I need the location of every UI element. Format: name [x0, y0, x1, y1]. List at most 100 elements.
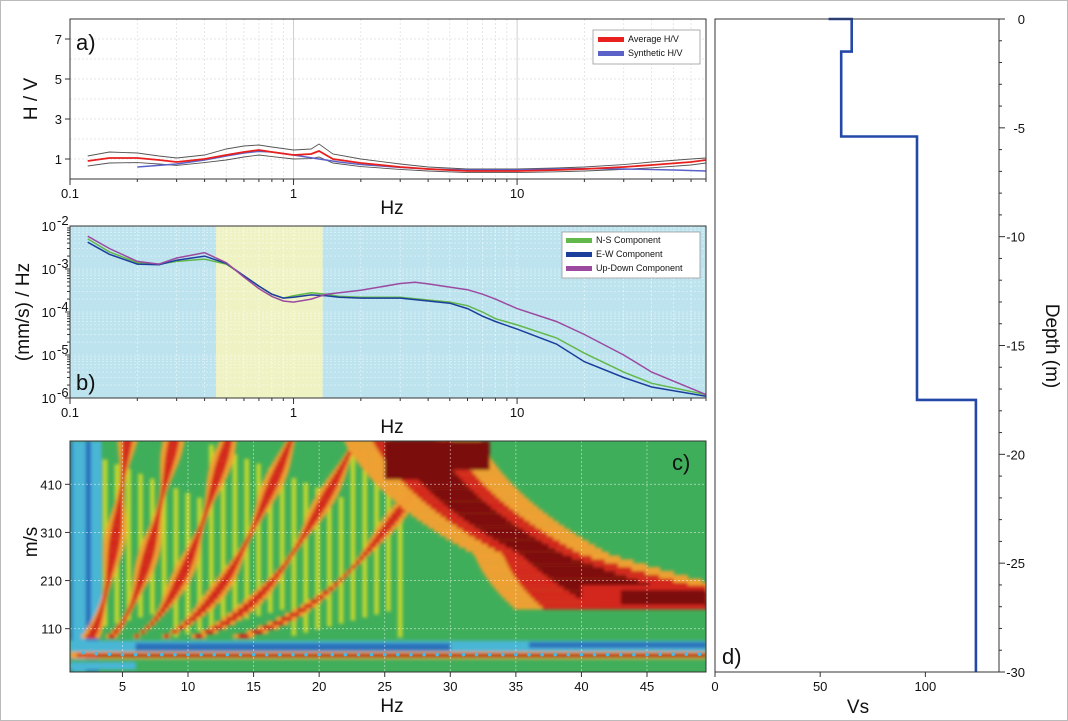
- heatmap-cell: [206, 499, 212, 505]
- heatmap-cell: [150, 620, 154, 626]
- heatmap-cell: [542, 570, 616, 575]
- picked-point: [330, 652, 335, 657]
- heatmap-cell: [359, 556, 364, 561]
- heatmap-cell: [178, 569, 190, 574]
- picked-point: [146, 652, 151, 657]
- heatmap-cell: [198, 525, 203, 531]
- picked-point: [212, 652, 217, 657]
- heatmap-cell: [537, 567, 605, 571]
- heatmap-cell: [204, 508, 209, 513]
- heatmap-cell: [322, 491, 334, 496]
- legend-label-ew: E-W Component: [596, 249, 663, 259]
- panel-d-ticks: 0 50 100 0 -5 -10 -15 -20 -25 -30: [711, 12, 1025, 694]
- picked-point: [251, 652, 256, 657]
- heatmap-cell: [270, 577, 277, 583]
- legend-label-synthetic-hv: Synthetic H/V: [628, 48, 683, 58]
- heatmap-cell: [108, 633, 115, 639]
- heatmap-cell: [153, 521, 160, 526]
- picked-point: [81, 650, 85, 655]
- heatmap-cell: [492, 536, 536, 541]
- heatmap-cell: [338, 497, 344, 624]
- heatmap-cell: [235, 556, 241, 561]
- heatmap-cell: [327, 482, 338, 487]
- heatmap-cell: [205, 504, 211, 509]
- heatmap-cell: [247, 534, 251, 539]
- heatmap-cell: [214, 465, 226, 470]
- picked-point: [500, 652, 505, 657]
- heatmap-cell: [215, 460, 228, 466]
- series-ud-component: [87, 235, 706, 396]
- heatmap-cell: [305, 525, 313, 531]
- panel-b-series: [87, 235, 706, 397]
- heatmap-cell: [519, 551, 563, 556]
- heatmap-cell: [333, 473, 342, 479]
- heatmap-cell: [279, 473, 285, 610]
- heatmap-cell: [113, 517, 123, 522]
- picked-point: [618, 652, 623, 657]
- panel-d-ylabel: Depth (m): [1041, 304, 1062, 388]
- heatmap-cell: [438, 497, 483, 502]
- heatmap-cell: [238, 551, 243, 557]
- heatmap-cell: [323, 590, 329, 595]
- heatmap-cell: [397, 463, 403, 638]
- heatmap-texture: [70, 441, 706, 672]
- heatmap-cell: [344, 456, 349, 461]
- heatmap-cell: [213, 469, 225, 474]
- heatmap-cell: [309, 517, 319, 522]
- heatmap-cell: [229, 564, 238, 570]
- heatmap-cell: [114, 512, 123, 518]
- heatmap-cell: [267, 482, 279, 487]
- heatmap-cell: [281, 616, 292, 621]
- heatmap-cell: [232, 612, 244, 617]
- y-tick-exponent: -6: [57, 385, 69, 400]
- heatmap-cell: [468, 520, 513, 525]
- heatmap-cell: [125, 612, 129, 617]
- heatmap-cell: [210, 590, 222, 595]
- y-tick-label: 10: [42, 305, 56, 320]
- picked-point: [94, 651, 99, 656]
- series-hv-bound: [87, 143, 706, 170]
- y-tick-label: 210: [40, 574, 62, 589]
- heatmap-cell: [226, 616, 238, 621]
- panel-a-xlabel: Hz: [380, 198, 403, 219]
- picked-point: [632, 652, 636, 657]
- panel-b-xlabel: Hz: [380, 417, 403, 438]
- heatmap-cell: [256, 463, 261, 616]
- heatmap-cell: [330, 478, 340, 483]
- picked-point: [238, 652, 243, 657]
- heatmap-cell: [121, 478, 125, 483]
- heatmap-cell: [226, 569, 235, 574]
- heatmap-cell: [202, 517, 206, 522]
- x-tick-label: 1: [290, 405, 297, 420]
- series-average-hv: [87, 149, 706, 172]
- heatmap-cell: [426, 486, 470, 491]
- heatmap-cell: [122, 441, 133, 444]
- y-tick-label: -25: [1006, 556, 1025, 571]
- heatmap-cell: [162, 482, 168, 487]
- heatmap-cell: [178, 625, 185, 630]
- heatmap-cell: [160, 607, 166, 613]
- picked-point: [553, 652, 557, 657]
- heatmap-cell: [108, 547, 119, 552]
- heatmap-cell: [419, 478, 463, 483]
- heatmap-cell: [140, 560, 152, 565]
- picked-point: [186, 652, 190, 657]
- legend-label-ud: Up-Down Component: [596, 263, 683, 273]
- heatmap-cell: [285, 443, 292, 448]
- panel-a-legend-box: [592, 29, 701, 65]
- heatmap-cell: [394, 508, 406, 513]
- heatmap-cell: [121, 469, 126, 474]
- heatmap-cell: [167, 443, 179, 448]
- picked-point: [369, 652, 374, 657]
- heatmap-cell: [111, 525, 122, 531]
- heatmap-cell: [480, 528, 524, 533]
- heatmap-cell: [89, 629, 98, 634]
- heatmap-cell: [194, 633, 203, 639]
- heatmap-cell: [135, 633, 139, 639]
- heatmap-cell: [290, 551, 294, 557]
- y-tick-label: -20: [1006, 447, 1025, 462]
- heatmap-cell: [148, 534, 158, 539]
- x-tick-label: 10: [510, 186, 524, 201]
- heatmap-cell: [243, 543, 247, 548]
